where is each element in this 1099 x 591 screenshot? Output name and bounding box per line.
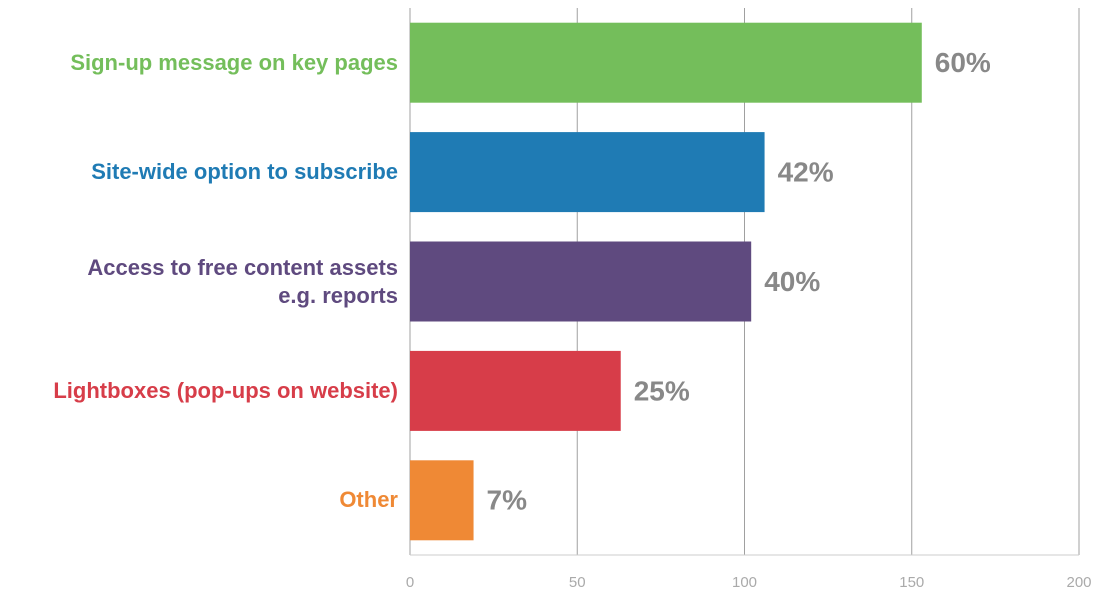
category-label: Other [339, 487, 398, 513]
data-label: 60% [935, 47, 991, 78]
bar [410, 460, 474, 541]
data-label: 25% [634, 375, 690, 406]
data-label: 40% [764, 266, 820, 297]
x-tick-label: 0 [406, 574, 414, 591]
category-label: Lightboxes (pop-ups on website) [53, 377, 398, 403]
bar [410, 241, 752, 322]
bar [410, 132, 765, 213]
category-label: Sign-up message on key pages [70, 49, 398, 75]
data-label: 42% [778, 156, 834, 187]
category-label: Access to free content assets e.g. repor… [87, 254, 398, 308]
bar [410, 22, 922, 103]
x-tick-label: 100 [732, 574, 757, 591]
x-tick-label: 50 [569, 574, 586, 591]
x-tick-label: 150 [899, 574, 924, 591]
x-tick-label: 200 [1066, 574, 1091, 591]
category-label: Site-wide option to subscribe [91, 159, 398, 185]
bar [410, 350, 621, 431]
data-label: 7% [487, 485, 528, 516]
